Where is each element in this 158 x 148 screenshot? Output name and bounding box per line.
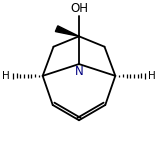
Polygon shape <box>55 26 79 36</box>
Text: OH: OH <box>70 2 88 15</box>
Text: H: H <box>3 71 10 81</box>
Text: N: N <box>75 65 83 78</box>
Text: H: H <box>148 71 155 81</box>
